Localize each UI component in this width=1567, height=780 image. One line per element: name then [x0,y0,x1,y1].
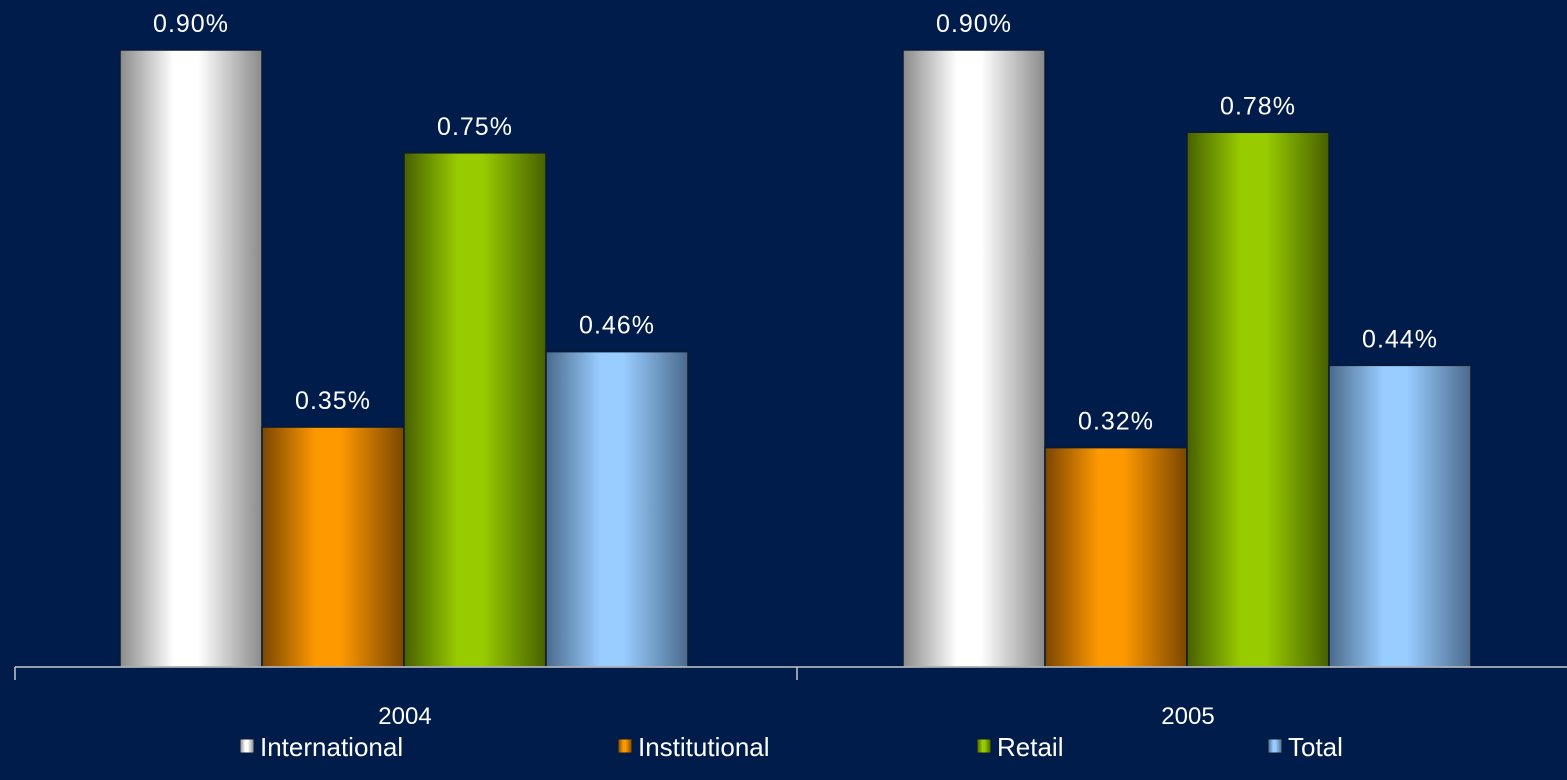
value-label-total-2005: 0.44% [1362,325,1438,353]
value-label-retail-2005: 0.78% [1220,92,1296,120]
legend-label-institutional: Institutional [638,732,770,762]
bar-total-2004 [545,350,689,668]
value-label-international-2004: 0.90% [153,10,229,38]
bar-total-2005 [1328,364,1472,668]
bar-retail-2004 [403,152,547,668]
legend-swatch-retail [976,738,992,754]
category-label-2005: 2005 [1161,703,1214,730]
legend-swatch-international [239,738,255,754]
category-label-2004: 2004 [378,703,431,730]
category-labels: 2004 2005 [378,703,1214,730]
bar-international-2004 [119,49,263,668]
value-label-total-2004: 0.46% [579,312,655,340]
bars [119,49,1472,668]
legend-label-retail: Retail [997,732,1063,762]
bar-retail-2005 [1186,131,1330,668]
value-labels: 0.90% 0.35% 0.75% 0.46% 0.90% 0.32% 0.78% 0.44% [153,10,1438,436]
bar-institutional-2005 [1044,446,1188,668]
legend: International Institutional Retail Total [239,732,1343,762]
value-label-institutional-2005: 0.32% [1078,408,1154,436]
value-label-institutional-2004: 0.35% [295,387,371,415]
bar-international-2005 [902,49,1046,668]
value-label-international-2005: 0.90% [936,10,1012,38]
x-axis [14,666,1567,680]
legend-label-total: Total [1288,732,1343,762]
legend-swatch-institutional [617,738,633,754]
bar-institutional-2004 [261,426,405,668]
legend-label-international: International [260,732,403,762]
legend-swatch-total [1267,738,1283,754]
value-label-retail-2004: 0.75% [437,113,513,141]
